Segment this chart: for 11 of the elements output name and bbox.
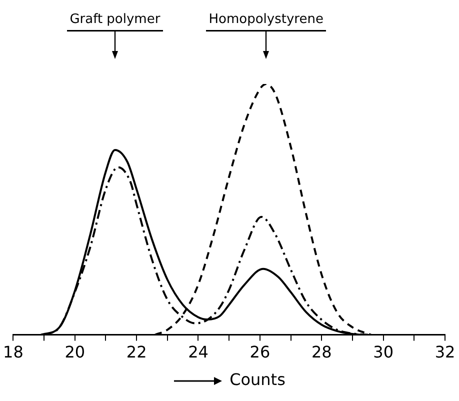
- x-axis-title: Counts: [230, 370, 286, 389]
- x-tick-label: 24: [188, 342, 208, 362]
- x-tick-label: 18: [3, 342, 24, 362]
- x-tick-label: 22: [126, 342, 147, 362]
- x-tick-label: 20: [64, 342, 86, 362]
- x-tick-label: 30: [373, 342, 394, 362]
- text: Homopolystyrene: [208, 12, 324, 27]
- x-tick-label: 32: [434, 342, 456, 362]
- x-tick-label: 26: [250, 342, 270, 362]
- x-tick-label: 28: [311, 342, 332, 362]
- text: Graft polymer: [70, 12, 160, 27]
